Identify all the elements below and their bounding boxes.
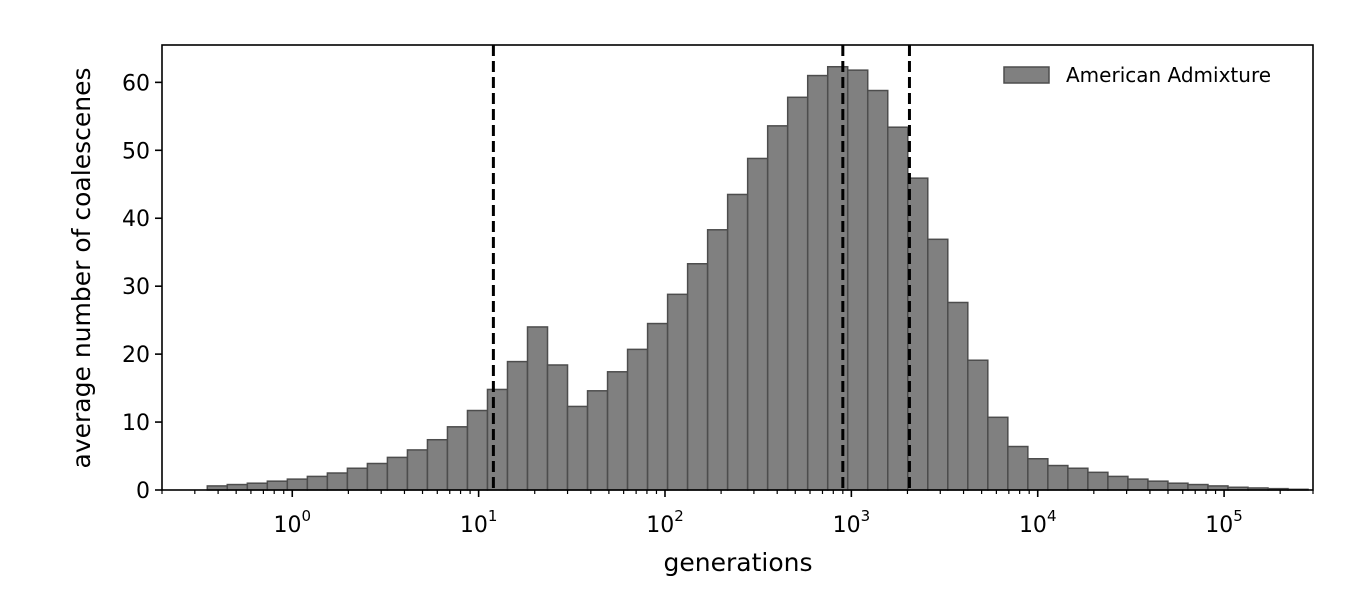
histogram-bar [646,322,669,491]
histogram-bar [246,482,269,491]
histogram-bar [887,126,909,491]
histogram-bar [1107,475,1129,491]
histogram-bar [566,405,589,491]
histogram-bar [1047,464,1069,491]
histogram-bar [1187,483,1209,491]
x-tick-label: 103 [833,507,871,538]
legend-label: American Admixture [1066,63,1271,87]
histogram-bar [346,467,369,491]
x-tick-label: 104 [1019,507,1057,538]
y-axis-ticks: 0 10 20 30 40 50 60 [122,71,162,504]
histogram-bar [1147,480,1169,491]
histogram-bar [586,390,609,491]
y-tick-label: 10 [122,411,150,436]
x-axis-label: generations [664,548,813,577]
y-tick-label: 50 [122,139,150,164]
histogram-bar [927,238,949,491]
histogram-bar [506,360,529,491]
y-axis-label: average number of coalescenes [67,68,96,469]
y-tick-label: 40 [122,207,150,232]
histogram-bar [446,426,469,491]
x-tick-label: 105 [1205,507,1243,538]
legend: American Admixture [1003,63,1271,87]
histogram-bar [266,480,289,491]
histogram-bar [306,475,329,491]
y-tick-label: 20 [122,343,150,368]
histogram-bar [386,456,409,491]
histogram-bar [606,371,629,491]
x-axis-ticks: 100 101 102 103 104 105 [161,490,1314,538]
y-tick-label: 60 [122,71,150,96]
histogram-bar [466,409,489,491]
histogram-bar [826,65,849,491]
histogram-bar [546,364,569,491]
histogram-bar [806,74,829,491]
histogram-bar [706,229,729,491]
histogram-bar [226,483,249,491]
histogram-bar [1167,482,1189,491]
vlines-layer [491,45,911,490]
histogram-bar [766,125,789,491]
histogram-bar [626,348,649,491]
histogram-bar [1067,467,1089,491]
y-tick-label: 0 [136,479,150,504]
histogram-bar [967,359,989,491]
histogram-bar [1027,458,1049,491]
histogram-bar [406,449,429,491]
histogram-bar [526,326,549,491]
histogram-bar [366,462,389,491]
plot-frame [161,44,1314,491]
histogram-bar [486,388,509,491]
x-tick-label: 101 [460,507,498,538]
histogram-bar [726,193,749,491]
histogram-bar [1127,478,1149,491]
histogram-bar [786,96,809,491]
histogram-bar [987,416,1009,491]
y-tick-label: 30 [122,275,150,300]
x-tick-label: 102 [646,507,684,538]
histogram-bar [866,89,889,491]
histogram-bar [686,263,709,491]
histogram-bar [426,438,449,491]
histogram-bar [746,157,769,491]
histogram-bar [846,69,869,491]
histogram-bar [1007,445,1029,491]
legend-swatch [1003,66,1050,84]
histogram-bar [947,301,969,491]
histogram-bar [286,478,309,491]
histogram-bar [666,293,689,491]
histogram-bar [326,472,349,491]
x-tick-label: 100 [273,507,311,538]
histogram-bar [1087,471,1109,491]
